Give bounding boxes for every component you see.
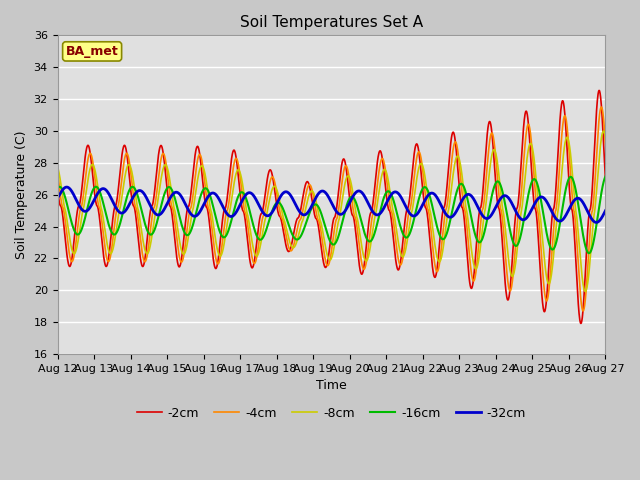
-16cm [621,254,629,260]
-8cm [636,122,640,128]
Title: Soil Temperatures Set A: Soil Temperatures Set A [240,15,423,30]
-16cm [525,186,533,192]
-16cm [112,231,120,237]
-32cm [559,216,566,222]
-4cm [525,125,533,131]
-8cm [54,164,61,170]
X-axis label: Time: Time [316,379,347,392]
-32cm [54,194,61,200]
-2cm [525,136,533,142]
-2cm [385,207,393,213]
-16cm [638,172,640,178]
Line: -32cm: -32cm [58,187,640,224]
-4cm [638,132,640,137]
-32cm [526,210,534,216]
Line: -16cm: -16cm [58,175,640,257]
-32cm [63,184,70,190]
-2cm [614,332,621,338]
-4cm [630,139,637,144]
-8cm [112,230,120,236]
Y-axis label: Soil Temperature (C): Soil Temperature (C) [15,131,28,259]
-16cm [385,189,393,194]
Legend: -2cm, -4cm, -8cm, -16cm, -32cm: -2cm, -4cm, -8cm, -16cm, -32cm [132,402,531,425]
-2cm [238,204,246,210]
-8cm [385,181,393,187]
-2cm [630,92,637,97]
-8cm [638,127,640,132]
-32cm [385,195,393,201]
-8cm [559,160,566,166]
-32cm [630,221,637,227]
-2cm [112,202,120,208]
-2cm [632,77,639,83]
Line: -8cm: -8cm [58,125,640,299]
-8cm [238,178,246,183]
-4cm [112,212,120,217]
-32cm [629,221,637,227]
-4cm [54,168,61,174]
-4cm [559,124,566,130]
-2cm [54,186,61,192]
-8cm [525,142,533,147]
-2cm [638,170,640,176]
-4cm [616,318,623,324]
Line: -2cm: -2cm [58,80,640,335]
-32cm [238,198,246,204]
-32cm [638,211,640,217]
-4cm [385,195,393,201]
-8cm [630,180,637,185]
-16cm [630,217,637,223]
Line: -4cm: -4cm [58,98,640,321]
-8cm [618,296,626,302]
-32cm [112,205,120,211]
-4cm [238,190,246,195]
-16cm [238,189,246,195]
Text: BA_met: BA_met [66,45,118,58]
-16cm [559,204,566,210]
-2cm [559,98,566,104]
-16cm [604,172,611,178]
-4cm [634,96,640,101]
-16cm [54,185,61,191]
